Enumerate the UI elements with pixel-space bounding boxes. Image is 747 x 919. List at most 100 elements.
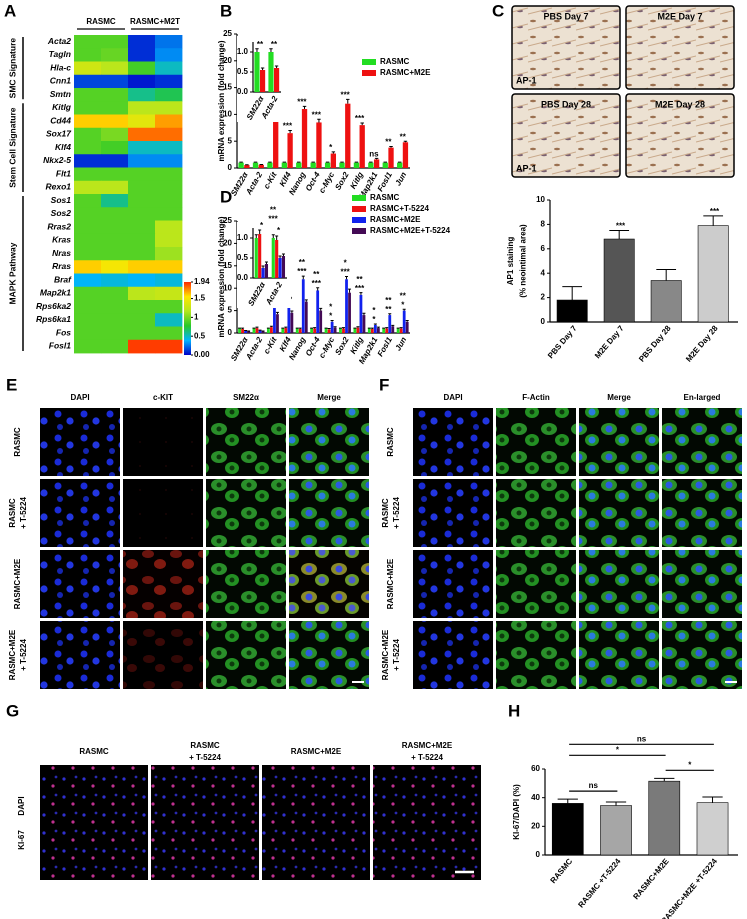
bar — [261, 331, 265, 333]
heat-cell — [101, 233, 129, 248]
significance: ** — [385, 305, 392, 314]
row-label: + T-5224 — [19, 497, 28, 529]
micrograph — [496, 479, 576, 547]
heat-cell — [101, 167, 129, 182]
heat-cell — [101, 141, 129, 155]
heat-cell — [128, 326, 156, 341]
heat-cell — [155, 286, 183, 301]
micrograph — [40, 621, 120, 689]
bar — [330, 153, 337, 168]
error-bar — [397, 161, 402, 163]
error-bar — [369, 161, 373, 163]
significance: * — [344, 259, 348, 268]
bar — [296, 162, 302, 168]
micrograph — [40, 550, 120, 618]
bar — [342, 328, 345, 333]
y-tick-label: 10 — [223, 283, 232, 292]
heat-cell — [155, 220, 183, 235]
heat-cell — [128, 194, 156, 208]
bar — [270, 327, 273, 333]
bar — [254, 238, 258, 278]
heat-cell — [155, 194, 183, 208]
image-title: M2E Day 28 — [655, 99, 705, 109]
error-bar — [268, 161, 272, 163]
error-bar — [654, 777, 675, 782]
heat-cell — [101, 247, 129, 261]
error-bar — [402, 308, 406, 311]
bar — [391, 326, 395, 333]
significance: * — [372, 315, 376, 324]
gene-label: Nkx2-5 — [43, 155, 71, 165]
bar — [348, 292, 351, 333]
bar — [359, 294, 363, 333]
heat-cell — [74, 35, 102, 49]
bar — [261, 268, 265, 278]
error-bar — [376, 326, 380, 329]
column-header: RASMC+M2E — [402, 741, 453, 750]
bar — [255, 328, 259, 333]
legend-label: RASMC+T-5224 — [370, 204, 429, 213]
heat-cell — [101, 127, 129, 142]
heat-cell — [155, 247, 183, 261]
heat-cell — [74, 180, 102, 195]
heat-cell — [128, 313, 156, 327]
micrograph — [625, 5, 735, 90]
y-axis-label: mRNA expression (fold change) — [217, 40, 226, 161]
micrograph — [579, 479, 659, 547]
bar — [388, 315, 392, 333]
comparison-label: ns — [637, 734, 647, 743]
y-tick-label: 10 — [223, 110, 232, 119]
heat-cell — [128, 88, 156, 102]
column-header: RASMC — [190, 741, 220, 750]
legend-swatch — [352, 195, 366, 201]
bar — [264, 264, 269, 278]
significance: *** — [283, 122, 293, 131]
heat-cell — [128, 247, 156, 261]
heat-cell — [128, 127, 156, 142]
heat-cell — [101, 260, 129, 274]
heat-cell — [101, 313, 129, 327]
heat-cell — [128, 180, 156, 195]
heat-cell — [155, 207, 183, 221]
micrograph — [123, 550, 203, 618]
error-bar — [241, 327, 245, 329]
heat-cell — [128, 154, 156, 168]
micrograph — [662, 621, 742, 689]
y-tick-label: 0 — [541, 317, 546, 326]
error-bar — [389, 146, 393, 148]
heat-cell — [155, 127, 183, 142]
significance: *** — [710, 207, 720, 216]
bar — [648, 780, 681, 856]
image-title: M2E Day 7 — [657, 11, 702, 21]
significance: *** — [616, 222, 626, 231]
error-bar — [383, 161, 387, 163]
heat-cell — [155, 35, 183, 49]
error-bar — [331, 151, 336, 154]
bar — [319, 310, 323, 333]
micrograph — [40, 765, 148, 880]
heat-cell — [74, 260, 102, 274]
error-bar — [253, 161, 258, 163]
micrograph — [579, 550, 659, 618]
micrograph — [123, 621, 203, 689]
significance: ** — [400, 291, 407, 300]
error-bar — [290, 310, 294, 313]
bar — [281, 162, 287, 168]
y-tick-label: 0.5 — [237, 253, 249, 262]
comparison-label: * — [688, 760, 692, 769]
heat-cell — [128, 114, 156, 129]
error-bar — [254, 234, 258, 238]
error-bar — [702, 796, 723, 803]
heat-cell — [155, 114, 183, 129]
bar — [267, 162, 273, 168]
bar — [310, 162, 316, 168]
row-label: RASMC+M2E — [8, 629, 17, 680]
bar — [281, 256, 286, 278]
error-bar — [391, 324, 395, 327]
column-header: F-Actin — [522, 393, 550, 402]
significance: * — [372, 306, 376, 315]
heat-cell — [128, 48, 156, 62]
error-bar — [362, 312, 366, 316]
y-tick-label: 20 — [531, 821, 540, 830]
y-tick-label: 25 — [223, 216, 232, 225]
